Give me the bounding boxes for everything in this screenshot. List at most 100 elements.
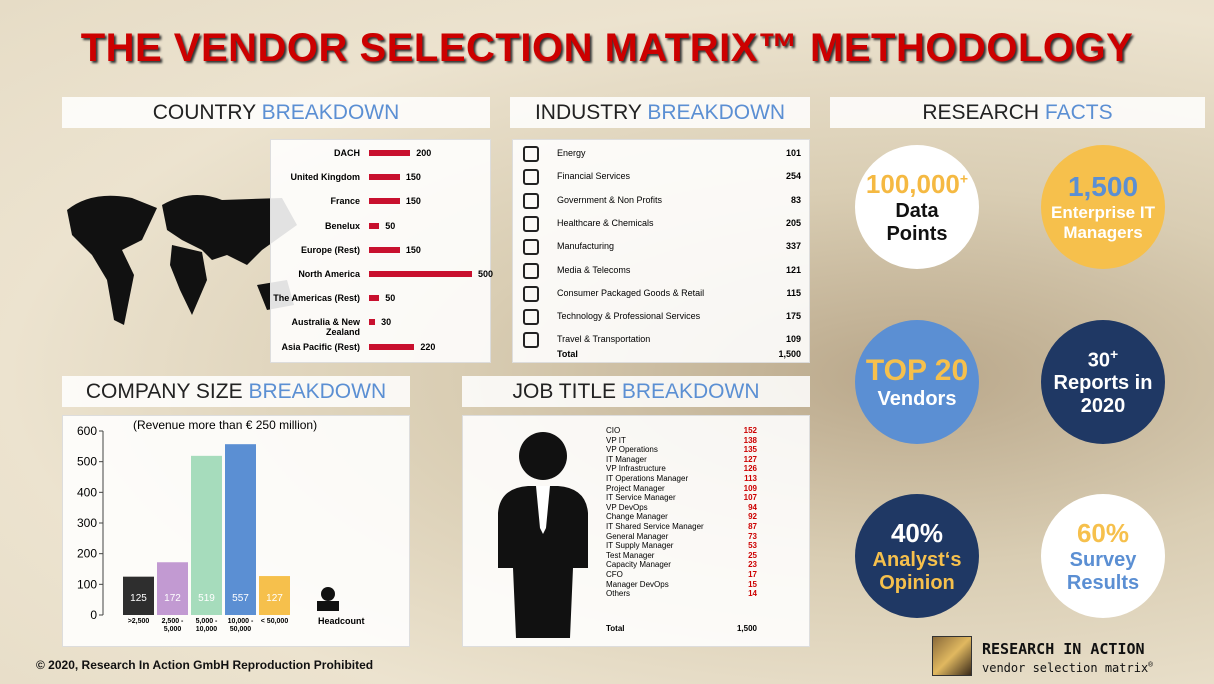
- bar: [369, 319, 376, 326]
- job-total-count: 1,500: [736, 624, 757, 633]
- x-axis-label: Headcount: [318, 616, 365, 626]
- job-header: JOB TITLE BREAKDOWN: [462, 376, 810, 407]
- industry-count: 175: [785, 311, 801, 322]
- subtitle: (Revenue more than € 250 million): [133, 418, 317, 432]
- fact-label: Reports in 2020: [1053, 372, 1153, 418]
- value-label: 557: [232, 593, 249, 604]
- job-name: Test Manager: [606, 550, 655, 560]
- fact-number: 60%: [1076, 517, 1130, 548]
- y-tick-label: 400: [77, 485, 97, 499]
- industry-count: 109: [785, 334, 801, 345]
- value-label: 172: [164, 593, 181, 604]
- job-count: 25: [748, 550, 757, 560]
- fact-number: 30: [1087, 349, 1111, 372]
- company-panel: 0 100 200 300 400 500 600 (Revenue more than € …: [62, 415, 410, 647]
- fact-circle: TOP 20 Vendors: [855, 320, 979, 444]
- value-label: 150: [405, 196, 421, 207]
- value-label: 150: [405, 244, 421, 255]
- job-count: 14: [748, 589, 757, 599]
- industry-name: Travel & Transportation: [557, 334, 651, 345]
- industry-name: Energy: [557, 148, 586, 158]
- fact-sup: +: [1110, 345, 1119, 362]
- industry-count: 115: [786, 287, 801, 298]
- job-name: IT Operations Manager: [606, 474, 689, 483]
- industry-count: 337: [785, 241, 801, 252]
- bar: [123, 576, 154, 615]
- x-tick-label: 5,000 - 10,000: [195, 618, 218, 633]
- heading-accent: BREAKDOWN: [261, 101, 400, 124]
- job-name: Others: [606, 589, 631, 599]
- country-label: DACH: [334, 148, 360, 158]
- job-name: IT Supply Manager: [606, 541, 674, 551]
- logo-icon: [932, 636, 972, 676]
- job-count: 152: [743, 426, 757, 435]
- people-icon: [321, 587, 335, 601]
- heading: COMPANY SIZE: [85, 380, 243, 403]
- job-count: 94: [748, 502, 757, 512]
- bar: [369, 150, 411, 156]
- fact-circle: 100,000+ Data Points: [855, 145, 979, 269]
- country-label: Australia & New Zealand: [291, 317, 360, 338]
- heading: INDUSTRY: [534, 101, 642, 124]
- x-label-box: 2,500 - 5,000: [162, 618, 184, 633]
- company-header: COMPANY SIZE BREAKDOWN: [62, 376, 410, 407]
- industry-icon: [523, 309, 539, 326]
- people-icon: [317, 601, 339, 611]
- job-count: 113: [744, 474, 757, 483]
- fact-value: TOP 20: [866, 354, 968, 388]
- job-count: 107: [743, 493, 757, 503]
- country-label: Asia Pacific (Rest): [281, 341, 360, 352]
- job-name: VP DevOps: [606, 502, 648, 512]
- person-icon: [498, 432, 588, 638]
- bar: [369, 222, 380, 229]
- fact-circle: 1,500 Enterprise IT Managers: [1041, 145, 1165, 269]
- value-label: 30: [381, 317, 392, 328]
- industry-icon: [523, 215, 539, 232]
- heading: COUNTRY: [152, 101, 256, 124]
- bar: [259, 576, 290, 615]
- heading-accent: BREAKDOWN: [647, 101, 786, 124]
- country-label: Europe (Rest): [300, 244, 360, 255]
- value-label: 500: [478, 269, 494, 279]
- industry-name: Consumer Packaged Goods & Retail: [557, 287, 705, 298]
- x-label-box: >2,500: [128, 618, 150, 625]
- logo-mark: ®: [1148, 660, 1153, 669]
- job-name: General Manager: [606, 531, 669, 541]
- country-panel: DACH 200 United Kingdom 150 France 150 Benelux…: [270, 139, 494, 363]
- fact-label: Data Points: [886, 199, 948, 245]
- x-tick-label: 10,000 - 50,000: [227, 618, 254, 633]
- industry-count: 121: [785, 264, 801, 275]
- job-count: 127: [743, 454, 757, 464]
- company-chart: 0 100 200 300 400 500 600 (Revenue more than € …: [77, 418, 365, 633]
- job-total: Total: [606, 624, 625, 633]
- industry-name: Healthcare & Chemicals: [557, 217, 654, 228]
- job-panel: CIO 152 VP IT 138 VP Operations 135 IT Manager…: [462, 415, 810, 647]
- value-label: 150: [405, 172, 421, 183]
- country-label: France: [330, 196, 360, 207]
- bar: [369, 174, 400, 181]
- fact-circle: 30+ Reports in 2020: [1041, 320, 1165, 444]
- industry-name: Manufacturing: [557, 241, 615, 252]
- fact-label: Vendors: [877, 387, 957, 410]
- title: THE VENDOR SELECTION MATRIX™ METHODOLOGY: [80, 26, 1134, 70]
- bar: [157, 562, 188, 615]
- x-tick-label: < 50,000: [260, 618, 289, 625]
- industry-icon: [523, 262, 539, 279]
- value-label: 50: [385, 293, 396, 304]
- job-count: 53: [748, 541, 757, 551]
- country-label: The Americas (Rest): [273, 293, 360, 304]
- bar: [369, 343, 415, 350]
- job-count: 87: [748, 522, 757, 531]
- industry-name: Government & Non Profits: [557, 194, 663, 205]
- x-label-box: < 50,000: [260, 618, 289, 625]
- job-count: 135: [743, 445, 757, 455]
- y-tick-label: 600: [77, 424, 97, 438]
- value-label: 200: [416, 148, 432, 158]
- fact-circle: 60% Survey Results: [1041, 494, 1165, 618]
- heading-accent: BREAKDOWN: [248, 380, 387, 403]
- industry-total: Total: [557, 349, 578, 359]
- fact-label: Survey Results: [1066, 548, 1140, 594]
- industry-count: 101: [785, 148, 801, 158]
- job-name: Change Manager: [606, 512, 668, 522]
- value-label: 519: [198, 593, 215, 604]
